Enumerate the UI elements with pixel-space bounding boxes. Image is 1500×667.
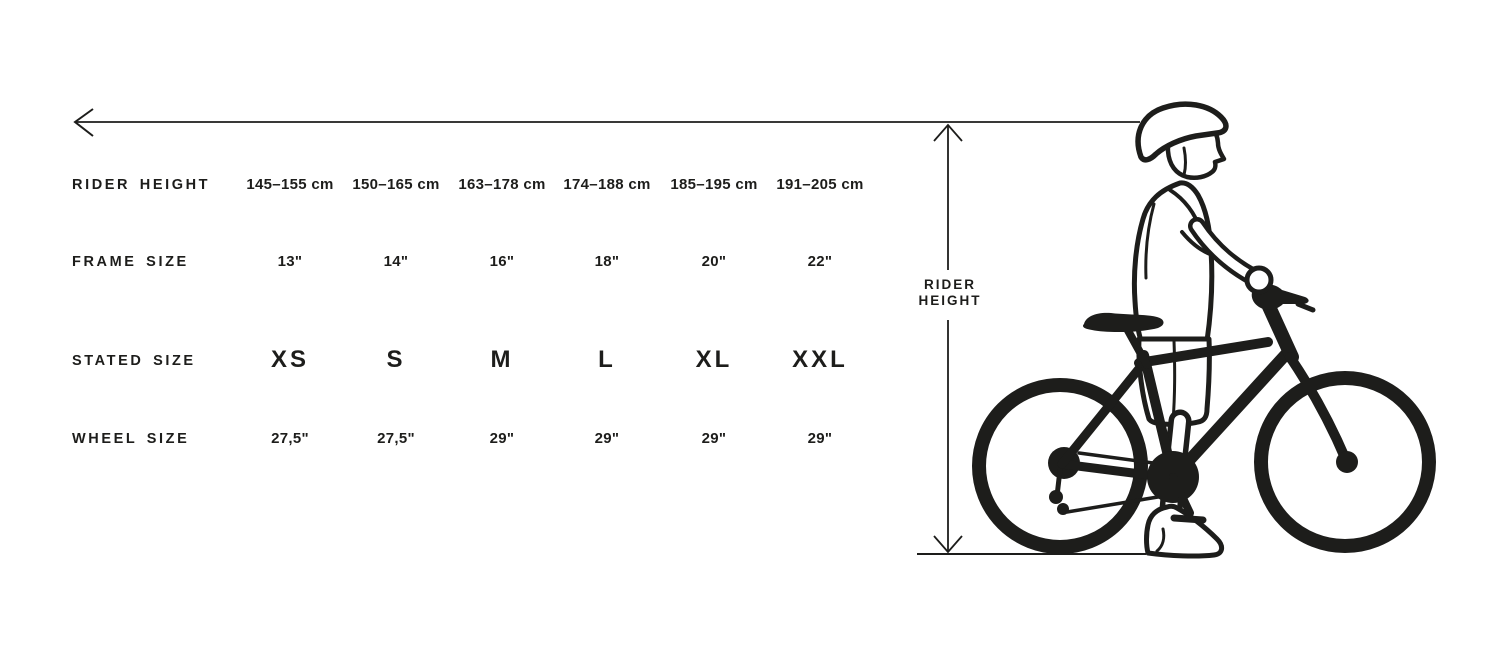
front-wheel-icon bbox=[1254, 371, 1436, 553]
rider-height-measure-label-line1: RIDER bbox=[923, 277, 976, 292]
horizontal-measure-arrow-icon bbox=[73, 108, 1140, 137]
row-label-wheel-size: WHEEL SIZE bbox=[72, 431, 190, 447]
rider-height-value: 150–165 cm bbox=[352, 176, 440, 193]
frame-size-value: 13" bbox=[277, 253, 303, 270]
rider-height-value: 163–178 cm bbox=[458, 176, 546, 193]
stated-size-value: L bbox=[598, 346, 616, 373]
row-label-stated-size: STATED SIZE bbox=[72, 353, 196, 369]
frame-size-value: 20" bbox=[701, 253, 727, 270]
stated-size-value: S bbox=[386, 346, 406, 373]
stated-size-value: XXL bbox=[792, 346, 848, 373]
frame-size-value: 22" bbox=[807, 253, 833, 270]
rider-height-value: 191–205 cm bbox=[776, 176, 864, 193]
rider-height-measure-label-line2: HEIGHT bbox=[918, 292, 982, 308]
rear-wheel-icon bbox=[972, 378, 1148, 554]
wheel-size-value: 29" bbox=[807, 430, 833, 447]
stated-size-value: XS bbox=[270, 346, 309, 373]
helmet-icon bbox=[1135, 101, 1229, 163]
saddle-icon bbox=[1082, 312, 1164, 333]
rider-figure-icon bbox=[1131, 101, 1268, 559]
wheel-size-value: 29" bbox=[489, 430, 515, 447]
bicycle-icon bbox=[972, 284, 1436, 554]
wheel-size-value: 27,5" bbox=[377, 430, 415, 447]
rider-hand-icon bbox=[1244, 265, 1274, 295]
stated-size-value: M bbox=[490, 346, 514, 373]
frame-size-value: 18" bbox=[594, 253, 620, 270]
row-label-rider-height: RIDER HEIGHT bbox=[72, 177, 211, 193]
stated-size-value: XL bbox=[695, 346, 733, 373]
rider-height-measure-label: RIDER HEIGHT bbox=[898, 277, 1002, 308]
wheel-size-value: 27,5" bbox=[271, 430, 309, 447]
wheel-size-value: 29" bbox=[594, 430, 620, 447]
rider-height-value: 174–188 cm bbox=[563, 176, 651, 193]
rider-height-value: 145–155 cm bbox=[246, 176, 334, 193]
frame-size-value: 16" bbox=[489, 253, 515, 270]
row-label-frame-size: FRAME SIZE bbox=[72, 254, 189, 270]
wheel-size-value: 29" bbox=[701, 430, 727, 447]
frame-size-value: 14" bbox=[383, 253, 409, 270]
rider-height-value: 185–195 cm bbox=[670, 176, 758, 193]
rider-height-measure-arrow-icon bbox=[933, 123, 963, 554]
